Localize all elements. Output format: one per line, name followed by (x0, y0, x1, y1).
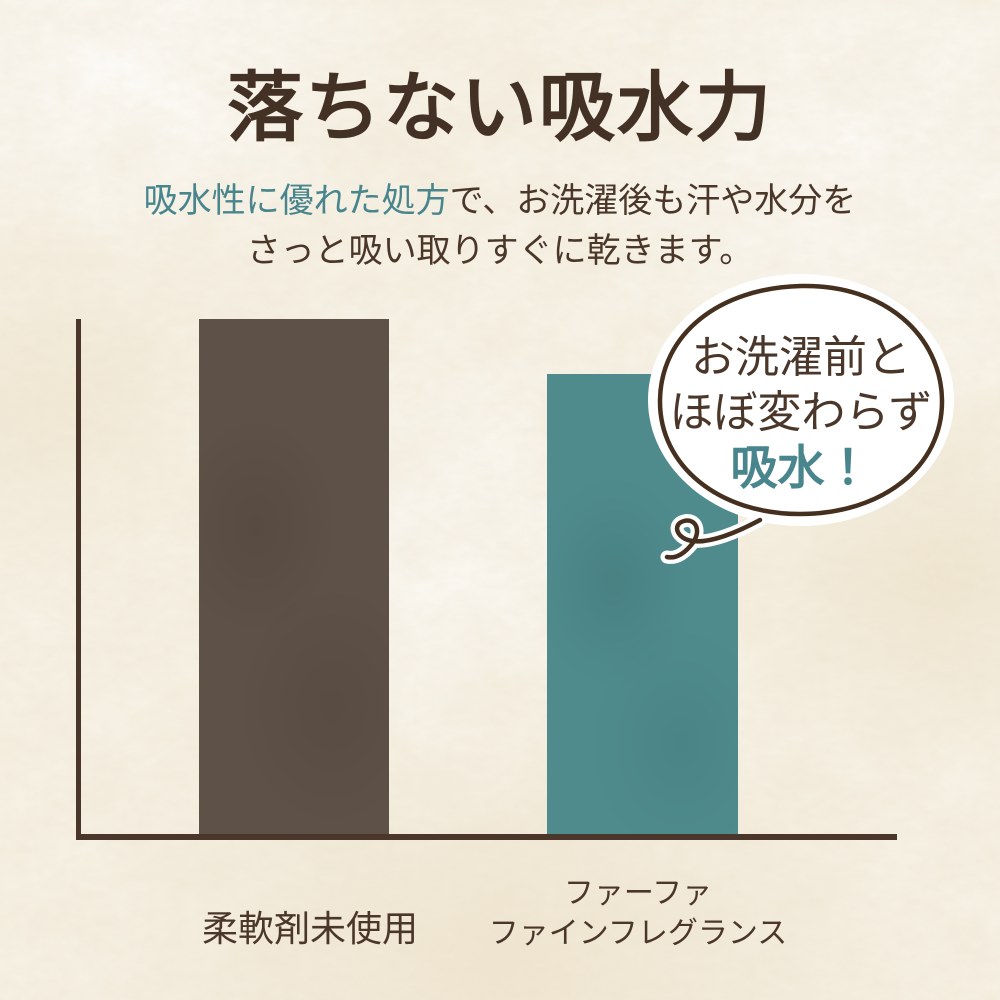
bar-label-fafa: ファーファ ファインフレグランス (488, 874, 788, 954)
subtitle-line1-rest: で、お洗濯後も汗や水分を (449, 182, 857, 220)
bar-no-softener (199, 319, 389, 835)
subtitle-line2: さっと吸い取りすぐに乾きます。 (246, 232, 754, 270)
bar-label-fafa-line2: ファインフレグランス (488, 917, 788, 950)
subtitle-highlight: 吸水性に優れた処方 (143, 182, 450, 220)
subtitle-line1: 吸水性に優れた処方で、お洗濯後も汗や水分を (144, 182, 857, 220)
bubble-line1: お洗濯前と (691, 333, 911, 382)
bar-label-no-softener: 柔軟剤未使用 (201, 908, 418, 949)
chart-y-axis (76, 319, 81, 840)
speech-bubble-text: お洗濯前と ほぼ変わらず 吸水！ (651, 330, 951, 497)
bubble-line3-accent: 吸水！ (730, 441, 872, 494)
bubble-line2: ほぼ変わらず (669, 388, 933, 437)
page-title: 落ちない吸水力 (227, 67, 773, 151)
chart-x-axis (76, 834, 897, 840)
subtitle: 吸水性に優れた処方で、お洗濯後も汗や水分を さっと吸い取りすぐに乾きます。 (0, 176, 1000, 276)
bar-label-fafa-line1: ファーファ (563, 877, 713, 910)
